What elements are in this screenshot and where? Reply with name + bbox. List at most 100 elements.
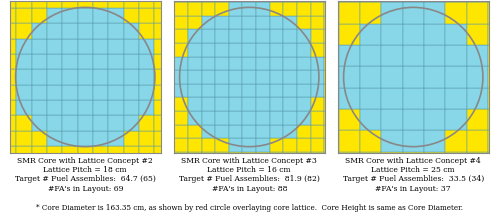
Bar — [215, 125, 229, 138]
Bar — [202, 152, 215, 166]
Bar — [229, 43, 242, 57]
Bar — [202, 70, 215, 84]
Bar — [16, 69, 32, 85]
Bar — [402, 130, 424, 152]
Bar — [139, 23, 154, 39]
Bar — [324, 0, 338, 2]
Bar — [424, 45, 445, 66]
Bar — [310, 138, 324, 152]
Bar — [256, 70, 270, 84]
Bar — [124, 69, 139, 85]
Bar — [32, 54, 47, 69]
Bar — [124, 39, 139, 54]
Bar — [310, 84, 324, 97]
Bar — [242, 29, 256, 43]
Bar — [360, 2, 382, 24]
Bar — [47, 8, 62, 23]
Bar — [402, 152, 424, 173]
Bar — [284, 84, 297, 97]
Bar — [488, 109, 500, 130]
Bar — [32, 23, 47, 39]
Bar — [78, 146, 93, 161]
Bar — [242, 16, 256, 29]
Bar — [174, 97, 188, 111]
Bar — [16, 146, 32, 161]
Bar — [488, 0, 500, 2]
Text: #FA's in Layout: 37: #FA's in Layout: 37 — [376, 185, 451, 193]
Bar — [93, 23, 108, 39]
Bar — [215, 57, 229, 70]
Bar — [318, 130, 338, 152]
Bar — [93, 115, 108, 131]
Text: * Core Diameter is 163.35 cm, as shown by red circle overlaying core lattice.  C: * Core Diameter is 163.35 cm, as shown b… — [36, 204, 464, 212]
Bar — [47, 23, 62, 39]
Bar — [424, 24, 445, 45]
Bar — [215, 111, 229, 125]
Bar — [270, 43, 283, 57]
Bar — [124, 85, 139, 100]
Bar — [93, 100, 108, 115]
Bar — [466, 66, 488, 88]
Bar — [324, 29, 338, 43]
Bar — [488, 45, 500, 66]
Bar — [124, 54, 139, 69]
Bar — [229, 97, 242, 111]
Bar — [242, 2, 256, 16]
Bar — [1, 85, 16, 100]
Bar — [284, 16, 297, 29]
Bar — [1, 8, 16, 23]
Bar — [124, 131, 139, 146]
Bar — [160, 29, 174, 43]
Bar — [160, 2, 174, 16]
Bar — [324, 70, 338, 84]
Bar — [318, 2, 338, 24]
Bar — [402, 109, 424, 130]
Bar — [32, 69, 47, 85]
Bar — [174, 43, 188, 57]
Bar — [284, 97, 297, 111]
Bar — [297, 0, 310, 2]
Bar — [256, 29, 270, 43]
Bar — [108, 0, 124, 8]
Bar — [78, 85, 93, 100]
Bar — [360, 88, 382, 109]
Bar — [78, 8, 93, 23]
Bar — [93, 85, 108, 100]
Bar — [139, 0, 154, 8]
Bar — [466, 130, 488, 152]
Bar — [318, 152, 338, 173]
Bar — [154, 8, 170, 23]
Bar — [382, 24, 402, 45]
Bar — [297, 84, 310, 97]
Bar — [382, 45, 402, 66]
Bar — [174, 70, 188, 84]
Bar — [124, 115, 139, 131]
Bar — [32, 131, 47, 146]
Bar — [229, 16, 242, 29]
Bar — [62, 23, 78, 39]
Bar — [297, 97, 310, 111]
Bar — [174, 125, 188, 138]
Text: SMR Core with Lattice Concept #2: SMR Core with Lattice Concept #2 — [18, 157, 153, 165]
Bar — [382, 88, 402, 109]
Bar — [188, 70, 202, 84]
Bar — [297, 29, 310, 43]
Bar — [154, 131, 170, 146]
Bar — [174, 111, 188, 125]
Bar — [310, 57, 324, 70]
Bar — [202, 29, 215, 43]
Bar — [488, 24, 500, 45]
Bar — [93, 8, 108, 23]
Bar — [310, 16, 324, 29]
Bar — [297, 2, 310, 16]
Bar — [318, 24, 338, 45]
Bar — [324, 43, 338, 57]
Bar — [1, 115, 16, 131]
Bar — [188, 0, 202, 2]
Bar — [174, 29, 188, 43]
Bar — [324, 57, 338, 70]
Bar — [445, 0, 466, 2]
Bar — [108, 85, 124, 100]
Bar — [338, 0, 360, 2]
Bar — [297, 152, 310, 166]
